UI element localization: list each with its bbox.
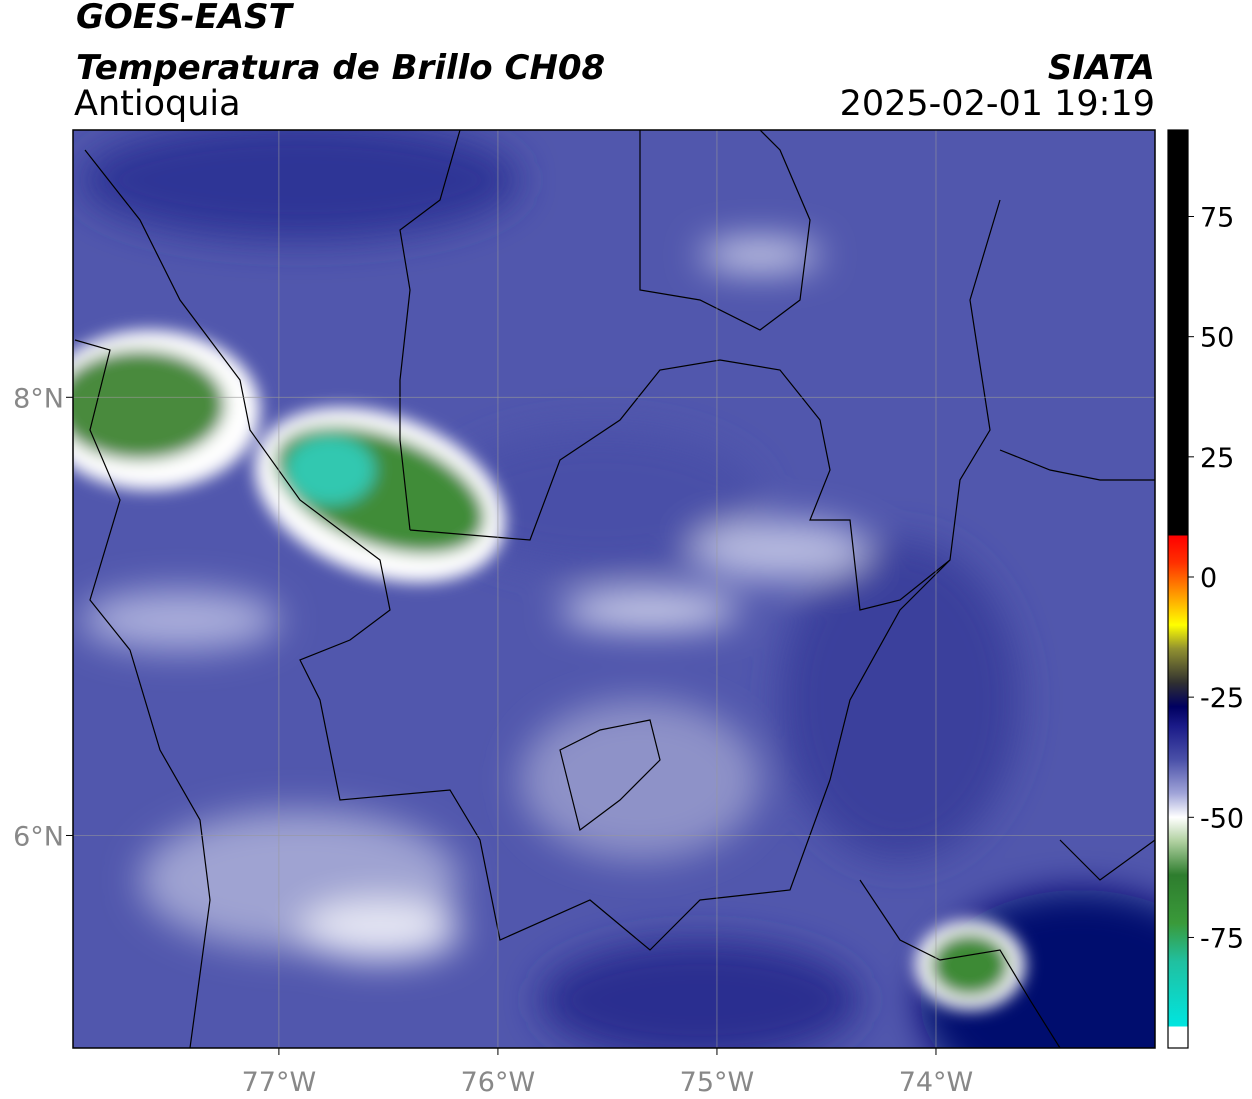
colorbar-tick-label: 75	[1200, 203, 1234, 234]
x-tick-label: 76°W	[461, 1067, 536, 1098]
datetime: 2025-02-01 19:19	[840, 84, 1155, 124]
x-tick-label: 74°W	[899, 1067, 974, 1098]
colorbar	[1167, 129, 1189, 1049]
map-frame	[72, 129, 1156, 1049]
y-tick-label: 8°N	[13, 383, 64, 414]
region: Antioquia	[74, 84, 241, 124]
title: GOES-EAST	[76, 0, 295, 37]
source: SIATA	[1048, 48, 1155, 88]
colorbar-tick-label: 0	[1200, 563, 1217, 594]
colorbar-tick-label: 50	[1200, 323, 1234, 354]
x-tick-label: 77°W	[242, 1067, 317, 1098]
x-tick-label: 75°W	[680, 1067, 755, 1098]
grid	[73, 130, 1155, 1048]
subtitle: Temperatura de Brillo CH08	[76, 48, 605, 88]
satellite-image	[73, 130, 1155, 1048]
y-tick-label: 6°N	[13, 821, 64, 852]
colorbar-tick-label: 25	[1200, 443, 1234, 474]
colorbar-tick-label: -75	[1200, 923, 1244, 954]
colorbar-tick-label: -25	[1200, 683, 1244, 714]
colorbar-tick-label: -50	[1200, 803, 1244, 834]
